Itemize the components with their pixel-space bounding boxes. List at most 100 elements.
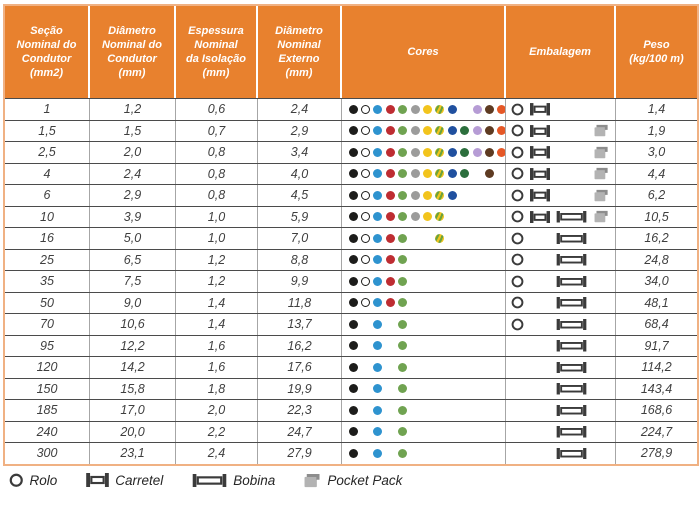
table-row: 10 3,9 1,0 5,9 10,5 (5, 205, 697, 228)
color-slot-azul (372, 400, 384, 421)
color-slot-amarelo (421, 207, 433, 228)
packaging-slot-pocket_pack (594, 164, 612, 185)
cell-diametro-externo: 8,8 (258, 249, 342, 270)
packaging-slot-bobina (556, 293, 594, 314)
color-slot-lilas (471, 250, 483, 271)
table-row: 240 20,0 2,2 24,7 224,7 (5, 420, 697, 443)
color-slot-verde_escuro (459, 250, 471, 271)
cell-secao: 50 (5, 292, 90, 313)
color-slot-azul_escuro (446, 99, 458, 120)
color-dot-preto (348, 405, 358, 415)
cell-diametro-externo: 17,6 (258, 357, 342, 378)
bobina-icon (556, 211, 587, 223)
rolo-icon (511, 210, 524, 223)
color-dot-verde (398, 362, 408, 372)
color-slot-amarelo (421, 314, 433, 335)
packaging-slot-rolo (511, 271, 530, 292)
color-slot-vermelho (384, 293, 396, 314)
color-slot-vermelho (384, 250, 396, 271)
carretel-icon (530, 167, 550, 180)
cell-peso: 24,8 (644, 252, 669, 267)
color-slot-lilas (471, 142, 483, 163)
cell-peso: 10,5 (644, 209, 669, 224)
color-dot-verde_amarelo (435, 233, 445, 243)
cell-cores (342, 335, 506, 357)
color-dot-verde (398, 126, 408, 136)
color-dot-azul (373, 255, 383, 265)
packaging-slot-rolo (511, 379, 530, 400)
cell-diametro-externo: 2,4 (258, 99, 342, 120)
color-slot-marrom (483, 121, 495, 142)
color-slot-cinza (409, 400, 421, 421)
color-slot-preto (347, 207, 359, 228)
color-slot-marrom (483, 314, 495, 335)
cell-diametro-externo: 4,0 (258, 163, 342, 184)
carretel-icon (530, 210, 550, 223)
cell-secao: 95 (5, 335, 90, 356)
color-slot-verde (397, 336, 409, 357)
cell-espessura-isolacao: 1,0 (176, 206, 258, 227)
table-row: 2,5 2,0 0,8 3,4 3,0 (5, 141, 697, 163)
color-slot-marrom (483, 250, 495, 271)
packaging-slot-carretel (530, 400, 556, 421)
column-header-6: Peso (kg/100 m) (616, 6, 697, 98)
cell-diametro-condutor: 14,2 (90, 357, 176, 378)
packaging-slot-rolo (511, 142, 530, 163)
color-slot-laranja (496, 121, 505, 142)
color-dot-marrom (484, 147, 494, 157)
cell-peso: 168,6 (640, 403, 673, 418)
cell-espessura-isolacao: 1,4 (176, 314, 258, 335)
color-dot-azul (373, 362, 383, 372)
color-dot-azul (373, 319, 383, 329)
color-slot-azul (372, 357, 384, 378)
rolo-icon (511, 189, 524, 202)
packaging-slot-rolo (511, 357, 530, 378)
packaging-slot-rolo (511, 207, 530, 228)
cell-secao: 1 (5, 99, 90, 120)
color-slot-verde (397, 400, 409, 421)
color-dot-azul (373, 190, 383, 200)
cell-diametro-externo: 16,2 (258, 335, 342, 356)
cell-diametro-externo: 3,4 (258, 142, 342, 163)
pocket-pack-icon (594, 146, 608, 159)
color-dot-laranja (497, 147, 505, 157)
color-slot-vermelho (384, 164, 396, 185)
color-slot-verde_escuro (459, 207, 471, 228)
color-slot-lilas (471, 422, 483, 443)
cell-diametro-externo: 11,8 (258, 292, 342, 313)
color-slot-preto (347, 314, 359, 335)
cell-peso: 4,4 (647, 166, 666, 181)
color-slot-lilas (471, 207, 483, 228)
color-dot-amarelo (423, 190, 433, 200)
cell-peso: 278,9 (640, 446, 673, 461)
color-dot-vermelho (385, 126, 395, 136)
color-dot-preto (348, 233, 358, 243)
cell-diametro-condutor: 9,0 (90, 292, 176, 313)
color-slot-azul_escuro (446, 379, 458, 400)
color-slot-vermelho (384, 422, 396, 443)
color-slot-verde_amarelo (434, 443, 446, 464)
color-slot-verde_escuro (459, 400, 471, 421)
color-slot-azul (372, 250, 384, 271)
color-dot-cinza (410, 104, 420, 114)
color-slot-verde_amarelo (434, 400, 446, 421)
color-slot-verde (397, 99, 409, 120)
cell-embalagem (506, 271, 616, 292)
cell-diametro-externo: 24,7 (258, 421, 342, 442)
color-dot-verde (398, 405, 408, 415)
color-slot-lilas (471, 293, 483, 314)
color-slot-laranja (496, 228, 505, 249)
cell-secao: 185 (5, 400, 90, 421)
color-slot-azul_escuro (446, 443, 458, 464)
color-slot-laranja (496, 164, 505, 185)
rolo-icon (511, 167, 524, 180)
packaging-slot-carretel (530, 121, 556, 142)
cell-peso: 68,4 (644, 317, 669, 332)
color-slot-marrom (483, 185, 495, 206)
packaging-slot-pocket_pack (594, 422, 612, 443)
color-slot-verde_amarelo (434, 336, 446, 357)
packaging-slot-pocket_pack (594, 314, 612, 335)
color-slot-cinza (409, 336, 421, 357)
color-dot-vermelho (385, 147, 395, 157)
